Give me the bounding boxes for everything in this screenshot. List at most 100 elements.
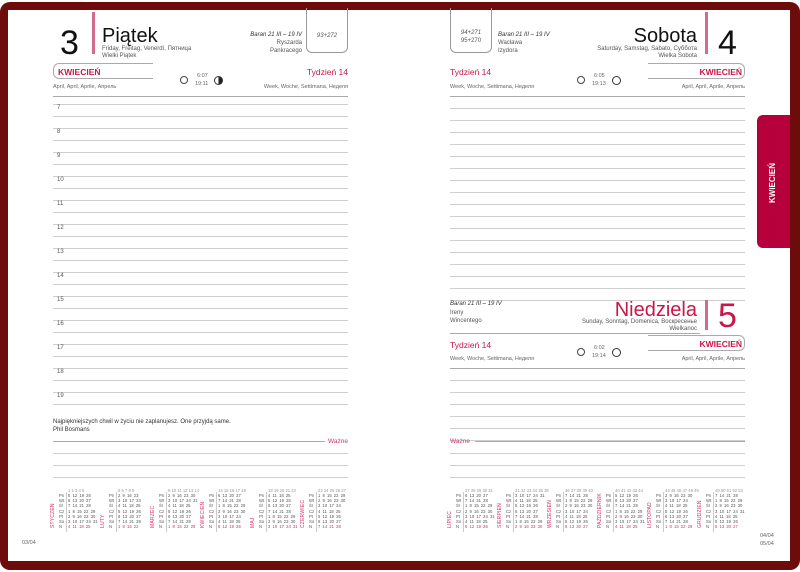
mini-calendar: MAJ 18 19 20 21 22 Pn 4 11 18 25 Wt 5 12 19 2…: [250, 488, 302, 533]
mini-calendar: LISTOPAD 44 45 46 47 48 49 Pn 2 9 16 23 30 W…: [647, 488, 699, 533]
divider-bar: [705, 12, 708, 54]
ruled-line: [53, 212, 348, 213]
name-day: Izydora: [498, 48, 518, 54]
month-box: [53, 63, 153, 79]
ruled-line: [450, 168, 745, 169]
hour-label: 14: [57, 273, 64, 279]
mini-calendar-row: 5 12 19 26: [118, 508, 141, 514]
mini-calendar-row: 1 8 15 22: [118, 524, 139, 530]
mini-calendar-row: 1 8 15 22 29: [515, 519, 543, 524]
ruled-line: [450, 453, 745, 454]
mini-calendar-month: STYCZEŃ: [50, 503, 56, 528]
mini-calendar: GRUDZIEŃ 49 50 51 52 53 Pn 7 14 21 28 Wt 1 8 …: [697, 488, 749, 533]
divider-bar: [705, 300, 708, 330]
weekday-label: Pn: [606, 493, 612, 498]
mini-calendar-weeks: 40 41 42 43 44: [615, 488, 643, 493]
ruled-line: [450, 132, 745, 133]
ruled-line: [53, 368, 348, 369]
mini-calendar-row: 7 14 21 28: [318, 524, 341, 530]
mini-calendar-row: 3 10 17 24: [118, 498, 141, 504]
name-day: Wincentego: [450, 318, 482, 324]
weekday-label: Wt: [456, 498, 462, 504]
mini-calendar-row: 2 9 16 23 30: [515, 524, 543, 530]
sun-icon: [180, 76, 188, 84]
mini-calendar-row: 2 9 16 23 30: [465, 508, 493, 514]
mini-calendar-row: 7 14 21 28: [665, 519, 688, 524]
week-label: Tydzień 14: [306, 67, 348, 77]
weekday-label: Cz: [656, 508, 662, 514]
mini-calendar: CZERWIEC 23 24 25 26 27 Pn 1 8 15 22 29 Wt 2 …: [300, 488, 352, 533]
mini-calendar-row: 1 8 15 22 29: [615, 508, 643, 514]
moon-full-icon: [612, 76, 621, 85]
weekday-label: Śr: [159, 503, 164, 509]
weekday-label: Pn: [209, 493, 215, 498]
mini-calendar-weeks: 1 2 3 4 5: [68, 488, 85, 493]
ruled-line: [450, 416, 745, 417]
week-label: Tydzień 14: [450, 67, 492, 77]
ruled-line: [53, 152, 348, 153]
moon-full-icon: [612, 348, 621, 357]
holiday: Wielki Piątek: [102, 53, 137, 59]
mini-calendar-row: 3 10 17 24 31: [615, 519, 645, 524]
month-tab[interactable]: KWIECIEŃ: [757, 115, 790, 248]
ruled-line: [450, 428, 745, 429]
mini-calendar-row: 5 12 19 26: [615, 493, 638, 498]
weekday-label: Cz: [309, 508, 315, 514]
mini-calendar: PAŹDZIERNIK 40 41 42 43 44 Pn 5 12 19 26 Wt 6…: [597, 488, 649, 533]
ruled-line: [450, 252, 745, 253]
mini-calendar-row: 1 8 15 22 29: [318, 493, 346, 498]
hour-label: 11: [57, 201, 64, 207]
weekday-label: Cz: [606, 508, 612, 514]
weekday-label: Pn: [259, 493, 265, 498]
weekday-label: Pt: [59, 513, 63, 519]
mini-calendar-row: 1 8 15 22 29: [68, 508, 96, 514]
ruled-line: [450, 300, 745, 301]
weekday-label: Pn: [456, 493, 462, 498]
sunrise: 6:05: [594, 73, 605, 79]
mini-calendar-row: 2 9 16 23 30: [318, 498, 346, 504]
mini-calendar-weeks: 36 37 38 39 40: [565, 488, 593, 493]
mini-calendar-row: 4 11 18 25: [465, 519, 488, 524]
weekday-label: N: [209, 524, 213, 530]
mini-calendar-row: 2 9 16 23 30: [565, 503, 593, 509]
mini-calendar-weeks: 5 6 7 8 9: [118, 488, 135, 493]
mini-calendar-row: 5 12 19 26: [68, 493, 91, 498]
name-day: Ireny: [450, 310, 464, 316]
mini-calendar-row: 6 13 20 27: [715, 524, 738, 530]
ruled-line: [53, 224, 348, 225]
note-line: [53, 453, 348, 454]
mini-calendar-row: 4 11 18 25: [268, 493, 291, 498]
mini-calendar-divider: [266, 492, 267, 532]
day-count-box: 93+272: [306, 8, 348, 53]
day-number: 4: [718, 24, 737, 62]
weekday-label: Pt: [706, 513, 710, 519]
page-number: 04/04: [760, 533, 774, 539]
mini-calendar-row: 3 10 17 24 31: [168, 498, 198, 504]
weekday-label: Pn: [59, 493, 65, 498]
weekday-label: N: [259, 524, 263, 530]
day-count: 94+271: [460, 30, 482, 36]
weekday-label: Pn: [159, 493, 165, 498]
mini-calendar-weeks: 27 28 29 30 31: [465, 488, 493, 493]
ruled-line: [53, 140, 348, 141]
ruled-line: [450, 380, 745, 381]
holiday: Wielka Sobota: [658, 53, 697, 59]
mini-calendar-month: MAJ: [250, 517, 256, 528]
hour-label: 15: [57, 297, 64, 303]
mini-calendar-month: MARZEC: [150, 505, 156, 528]
month-box: [648, 63, 745, 79]
important-rule: [475, 441, 745, 442]
hour-label: 12: [57, 225, 64, 231]
day-translations: Sunday, Sonntag, Domenica, Воскресенье: [581, 319, 697, 325]
ruled-line: [450, 392, 745, 393]
ruled-line: [450, 276, 745, 277]
weekday-label: Wt: [159, 498, 165, 504]
mini-calendar-row: 6 13 20 27: [615, 498, 638, 504]
mini-calendar-row: 7 14 21 28: [615, 503, 638, 509]
mini-calendar-row: 6 13 20 27: [665, 513, 688, 519]
weekday-label: N: [109, 524, 113, 530]
ruled-line: [53, 404, 348, 405]
mini-calendar: STYCZEŃ 1 2 3 4 5 Pn 5 12 19 26 Wt 6 13 20 27…: [50, 488, 102, 533]
mini-calendar: MARZEC 9 10 11 12 13 14 Pn 2 9 16 23 30 Wt 3 …: [150, 488, 202, 533]
ruled-line: [450, 228, 745, 229]
